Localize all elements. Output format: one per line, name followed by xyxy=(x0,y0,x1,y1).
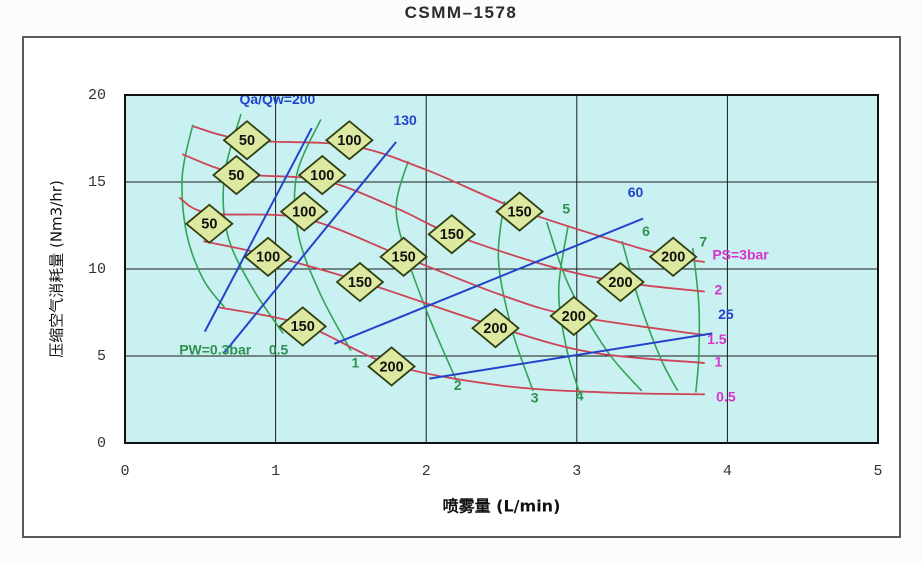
model-marker-50: 50 xyxy=(212,154,261,196)
marker-value: 200 xyxy=(608,275,632,291)
model-marker-100: 100 xyxy=(279,191,329,232)
diamond-marker xyxy=(279,191,329,232)
air-water-ratio-line xyxy=(333,217,644,345)
air-water-ratio-line xyxy=(203,127,313,333)
x-tick-label: 5 xyxy=(873,463,882,480)
diamond-marker xyxy=(297,154,347,196)
x-tick-label: 2 xyxy=(422,463,431,480)
water-pressure-label: 6 xyxy=(642,223,650,239)
marker-value: 150 xyxy=(507,204,531,220)
diamond-marker xyxy=(243,236,293,277)
ratio-line-label: 60 xyxy=(628,184,644,200)
marker-value: 150 xyxy=(440,227,464,243)
y-tick-label: 10 xyxy=(88,261,106,278)
ratio-line-label: Qa/Qw=200 xyxy=(239,91,315,107)
diamond-marker xyxy=(367,346,416,387)
water-pressure-label: 2 xyxy=(454,377,462,393)
marker-value: 200 xyxy=(379,359,403,375)
marker-value: 50 xyxy=(201,217,217,233)
diamond-marker xyxy=(278,306,328,347)
marker-value: 100 xyxy=(292,204,316,220)
y-tick-label: 20 xyxy=(88,87,106,104)
water-pressure-label: 1 xyxy=(352,355,360,371)
water-pressure-curve xyxy=(497,201,534,392)
x-tick-label: 0 xyxy=(120,463,129,480)
marker-value: 150 xyxy=(291,319,315,335)
y-tick-label: 5 xyxy=(97,348,106,365)
air-pressure-label: 0.5 xyxy=(716,388,736,404)
diamond-marker xyxy=(549,295,599,337)
marker-value: 50 xyxy=(239,133,255,149)
marker-value: 100 xyxy=(337,133,361,149)
water-pressure-curve xyxy=(222,113,284,334)
page-title: CSMM–1578 xyxy=(404,3,518,22)
diamond-marker xyxy=(471,307,520,349)
marker-value: 100 xyxy=(256,250,280,266)
diamond-marker xyxy=(324,120,374,161)
marker-value: 200 xyxy=(483,321,507,337)
model-marker-50: 50 xyxy=(222,120,272,161)
air-pressure-label: 2 xyxy=(714,281,722,297)
model-marker-150: 150 xyxy=(335,261,385,303)
air-pressure-label: PS=3bar xyxy=(712,247,769,263)
marker-value: 200 xyxy=(562,309,586,325)
model-marker-100: 100 xyxy=(297,154,347,196)
marker-value: 150 xyxy=(392,250,416,266)
marker-value: 150 xyxy=(348,275,372,291)
air-pressure-label: 1.5 xyxy=(707,331,727,347)
water-pressure-label: PW=0.3bar xyxy=(179,341,252,357)
diamond-marker xyxy=(335,261,385,303)
model-marker-200: 200 xyxy=(549,295,599,337)
model-marker-100: 100 xyxy=(324,120,374,161)
diamond-marker xyxy=(427,214,477,255)
x-tick-label: 3 xyxy=(572,463,581,480)
marker-value: 100 xyxy=(310,168,334,184)
ratio-line-label: 25 xyxy=(718,306,734,322)
model-marker-200: 200 xyxy=(596,261,645,303)
y-axis-title: 压缩空气消耗量 (Nm3/hr) xyxy=(48,180,66,358)
diamond-marker xyxy=(379,236,429,277)
ratio-line-label: 130 xyxy=(393,112,417,128)
model-marker-200: 200 xyxy=(367,346,416,387)
air-water-ratio-line xyxy=(429,332,713,380)
water-pressure-label: 3 xyxy=(531,389,539,405)
model-marker-200: 200 xyxy=(471,307,520,349)
water-pressure-label: 5 xyxy=(562,201,570,217)
y-tick-label: 0 xyxy=(97,435,106,452)
marker-value: 200 xyxy=(661,250,685,266)
water-pressure-curve xyxy=(293,119,352,352)
water-pressure-curve xyxy=(181,124,226,308)
x-tick-label: 4 xyxy=(723,463,732,480)
diamond-marker xyxy=(184,203,234,244)
model-marker-150: 150 xyxy=(278,306,328,347)
model-marker-150: 150 xyxy=(379,236,429,277)
diamond-marker xyxy=(495,191,544,232)
y-tick-label: 15 xyxy=(88,174,106,191)
water-pressure-label: 7 xyxy=(699,234,707,250)
air-water-ratio-line xyxy=(223,141,397,354)
x-tick-label: 1 xyxy=(271,463,280,480)
diamond-marker xyxy=(596,261,645,303)
x-axis-title: 喷雾量 (L/min) xyxy=(443,497,561,516)
diamond-marker xyxy=(648,236,698,277)
plot-border xyxy=(124,94,879,444)
water-pressure-curve xyxy=(621,240,679,392)
water-pressure-label: 4 xyxy=(576,388,584,404)
model-marker-200: 200 xyxy=(648,236,698,277)
water-pressure-label: 0.5 xyxy=(269,341,289,357)
model-marker-150: 150 xyxy=(427,214,477,255)
water-pressure-curve xyxy=(692,248,701,393)
diamond-marker xyxy=(222,120,272,161)
air-pressure-label: 1 xyxy=(714,354,722,370)
marker-value: 50 xyxy=(228,168,244,184)
diamond-marker xyxy=(212,154,261,196)
model-marker-50: 50 xyxy=(184,203,234,244)
model-marker-150: 150 xyxy=(495,191,544,232)
model-marker-100: 100 xyxy=(243,236,293,277)
